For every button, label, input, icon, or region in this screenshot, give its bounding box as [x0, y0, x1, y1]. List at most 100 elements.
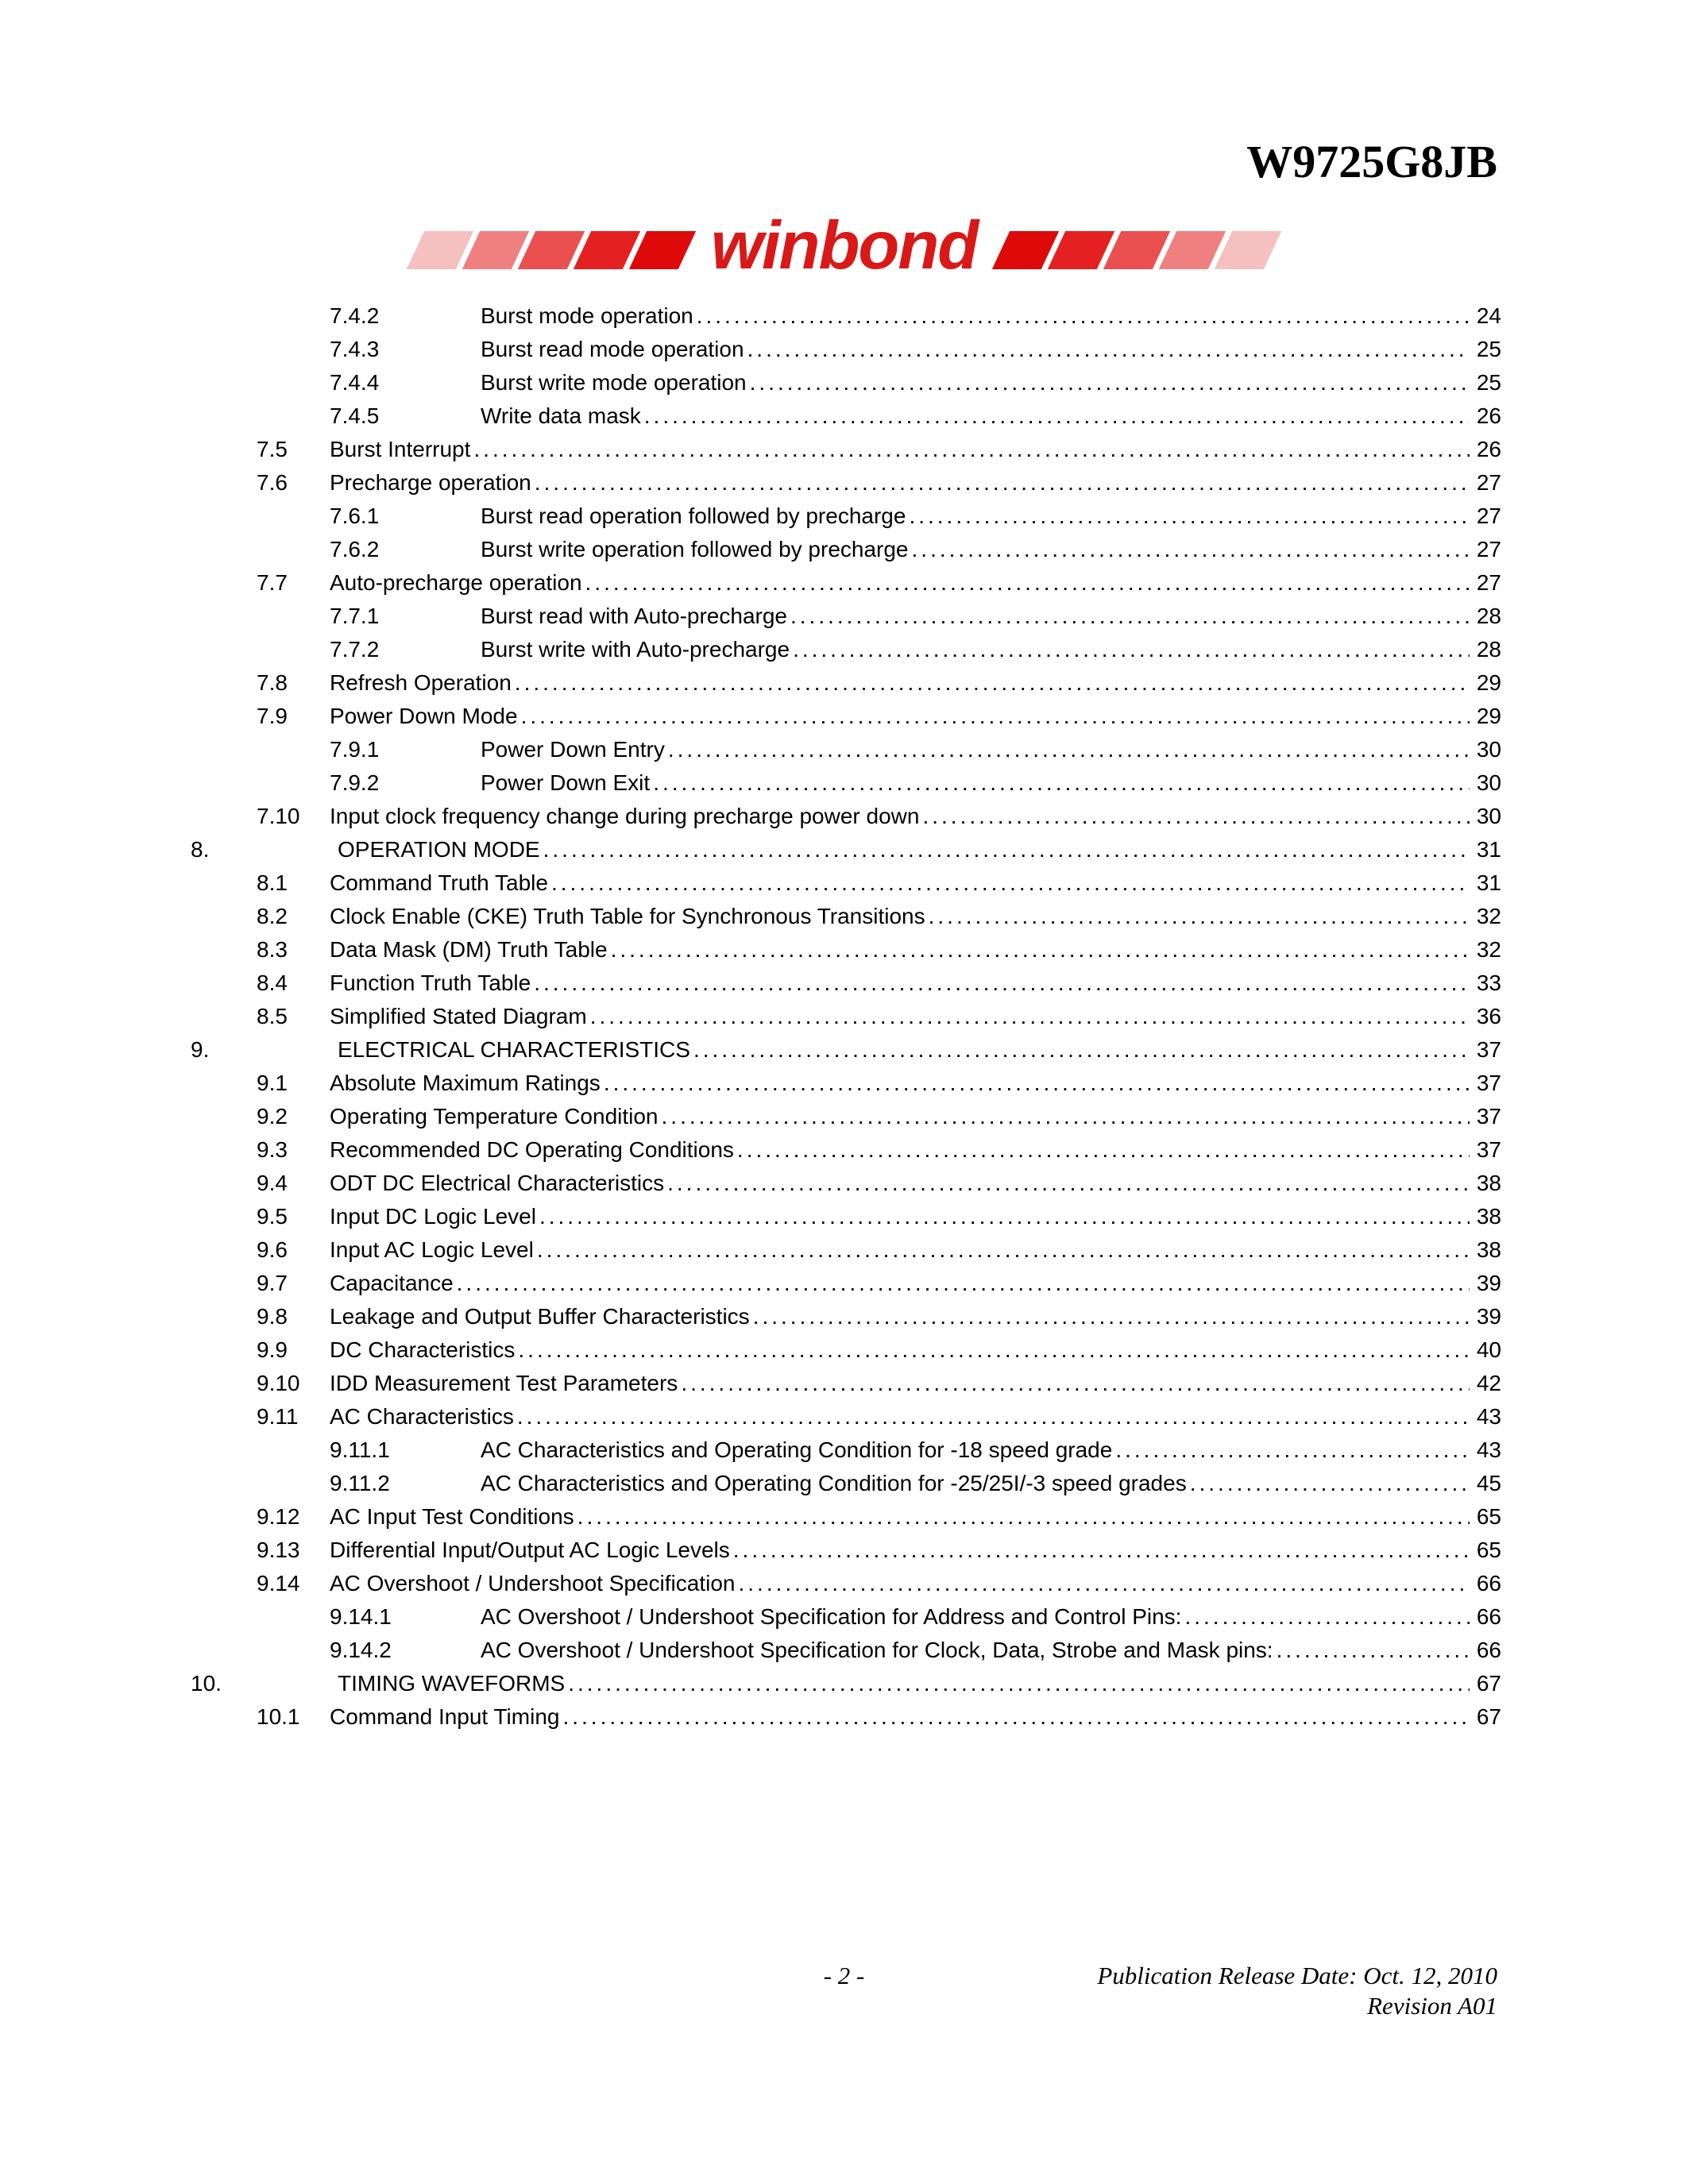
toc-number: 7.4.3: [187, 338, 481, 361]
toc-entry: 9.2Operating Temperature Condition 37: [187, 1106, 1501, 1128]
toc-number: 7.9.2: [187, 772, 481, 794]
toc-entry: 8.5Simplified Stated Diagram36: [187, 1005, 1501, 1028]
toc-number: 9.10: [187, 1372, 330, 1395]
toc-page-number: 65: [1470, 1539, 1501, 1561]
toc-title: Burst write mode operation: [481, 372, 747, 394]
toc-title: OPERATION MODE: [262, 839, 540, 861]
toc-number: 9.4: [187, 1172, 330, 1194]
toc-number: 7.10: [187, 805, 330, 828]
toc-leader-dots: [1181, 1606, 1470, 1628]
toc-title: AC Characteristics and Operating Conditi…: [481, 1439, 1112, 1461]
toc-number: 9.14.1: [187, 1606, 481, 1628]
toc-number: 9.6: [187, 1239, 330, 1261]
toc-leader-dots: [650, 772, 1470, 794]
toc-page-number: 29: [1470, 672, 1501, 694]
toc-page-number: 28: [1470, 605, 1501, 627]
toc-entry: 10.TIMING WAVEFORMS67: [187, 1673, 1501, 1695]
toc-title: Simplified Stated Diagram: [330, 1005, 587, 1028]
toc-leader-dots: [470, 438, 1470, 461]
toc-number: 7.6.1: [187, 505, 481, 527]
toc-title: Input DC Logic Level: [330, 1206, 536, 1228]
toc-title: AC Characteristics and Operating Conditi…: [481, 1472, 1187, 1495]
toc-title: Leakage and Output Buffer Characteristic…: [330, 1306, 750, 1328]
toc-title: Operating Temperature Condition: [330, 1106, 659, 1128]
toc-page-number: 37: [1470, 1072, 1501, 1094]
toc-entry: 7.4.4Burst write mode operation25: [187, 372, 1501, 394]
toc-number: 9.2: [187, 1106, 330, 1128]
toc-title: Burst read mode operation: [481, 338, 744, 361]
toc-number: 8.5: [187, 1005, 330, 1028]
toc-entry: 7.6.1Burst read operation followed by pr…: [187, 505, 1501, 527]
toc-page-number: 66: [1470, 1606, 1501, 1628]
toc-title: Burst mode operation: [481, 305, 693, 327]
toc-leader-dots: [919, 805, 1470, 828]
toc-page-number: 28: [1470, 639, 1501, 661]
toc-leader-dots: [1273, 1639, 1470, 1661]
toc-title: ELECTRICAL CHARACTERISTICS: [262, 1039, 690, 1061]
logo-bars-left: [415, 231, 687, 269]
toc-number: 9.13: [187, 1539, 330, 1561]
footer-revision: Revision A01: [1367, 1992, 1497, 2020]
toc-page-number: 27: [1470, 572, 1501, 594]
toc-title: Power Down Exit: [481, 772, 650, 794]
toc-leader-dots: [665, 739, 1470, 761]
toc-number: 7.9: [187, 705, 330, 727]
toc-entry: 8.1Command Truth Table31: [187, 872, 1501, 894]
toc-page-number: 37: [1470, 1106, 1501, 1128]
toc-page-number: 66: [1470, 1639, 1501, 1661]
toc-number: 7.4.5: [187, 405, 481, 427]
toc-title: Differential Input/Output AC Logic Level…: [330, 1539, 730, 1561]
toc-title: Burst write operation followed by precha…: [481, 538, 909, 561]
toc-number: 9.11.2: [187, 1472, 481, 1495]
toc-entry: 7.6Precharge operation27: [187, 472, 1501, 494]
toc-page-number: 26: [1470, 438, 1501, 461]
toc-title: Data Mask (DM) Truth Table: [330, 939, 608, 961]
toc-leader-dots: [925, 905, 1470, 928]
toc-title: AC Overshoot / Undershoot Specification …: [481, 1606, 1181, 1628]
toc-entry: 7.9.2Power Down Exit30: [187, 772, 1501, 794]
toc-entry: 9.14AC Overshoot / Undershoot Specificat…: [187, 1572, 1501, 1595]
toc-page-number: 31: [1470, 872, 1501, 894]
toc-number: 7.4.2: [187, 305, 481, 327]
toc-page-number: 67: [1470, 1706, 1501, 1728]
toc-page-number: 65: [1470, 1506, 1501, 1528]
toc-title: AC Characteristics: [330, 1406, 514, 1428]
toc-leader-dots: [518, 705, 1470, 727]
toc-number: 7.4.4: [187, 372, 481, 394]
toc-number: 9.1: [187, 1072, 330, 1094]
toc-page-number: 67: [1470, 1673, 1501, 1695]
toc-page-number: 66: [1470, 1572, 1501, 1595]
toc-number: 7.8: [187, 672, 330, 694]
toc-title: Burst read with Auto-precharge: [481, 605, 787, 627]
toc-leader-dots: [540, 839, 1470, 861]
toc-page-number: 31: [1470, 839, 1501, 861]
toc-title: Absolute Maximum Ratings: [330, 1072, 601, 1094]
toc-entry: 7.6.2Burst write operation followed by p…: [187, 538, 1501, 561]
toc-page-number: 27: [1470, 538, 1501, 561]
toc-number: 9.14: [187, 1572, 330, 1595]
toc-leader-dots: [747, 372, 1470, 394]
toc-page-number: 43: [1470, 1406, 1501, 1428]
toc-page-number: 37: [1470, 1039, 1501, 1061]
toc-leader-dots: [574, 1506, 1470, 1528]
toc-number: 9.: [187, 1039, 262, 1061]
toc-title: Recommended DC Operating Conditions: [330, 1139, 734, 1161]
toc-leader-dots: [730, 1539, 1470, 1561]
toc-page-number: 40: [1470, 1339, 1501, 1361]
toc-entry: 9.11AC Characteristics43: [187, 1406, 1501, 1428]
toc-number: 9.12: [187, 1506, 330, 1528]
footer-release-date: Publication Release Date: Oct. 12, 2010: [1097, 1962, 1497, 1990]
logo-banner: winbond: [187, 212, 1501, 287]
toc-page-number: 37: [1470, 1139, 1501, 1161]
toc-entry: 7.7.1Burst read with Auto-precharge28: [187, 605, 1501, 627]
toc-number: 7.6: [187, 472, 330, 494]
toc-page-number: 27: [1470, 472, 1501, 494]
toc-leader-dots: [1187, 1472, 1470, 1495]
toc-page-number: 25: [1470, 338, 1501, 361]
toc-entry: 8.4Function Truth Table33: [187, 972, 1501, 994]
toc-entry: 7.7Auto-precharge operation27: [187, 572, 1501, 594]
toc-number: 9.11.1: [187, 1439, 481, 1461]
toc-entry: 7.4.3Burst read mode operation 25: [187, 338, 1501, 361]
toc-entry: 9.4ODT DC Electrical Characteristics38: [187, 1172, 1501, 1194]
toc-entry: 9.10IDD Measurement Test Parameters42: [187, 1372, 1501, 1395]
